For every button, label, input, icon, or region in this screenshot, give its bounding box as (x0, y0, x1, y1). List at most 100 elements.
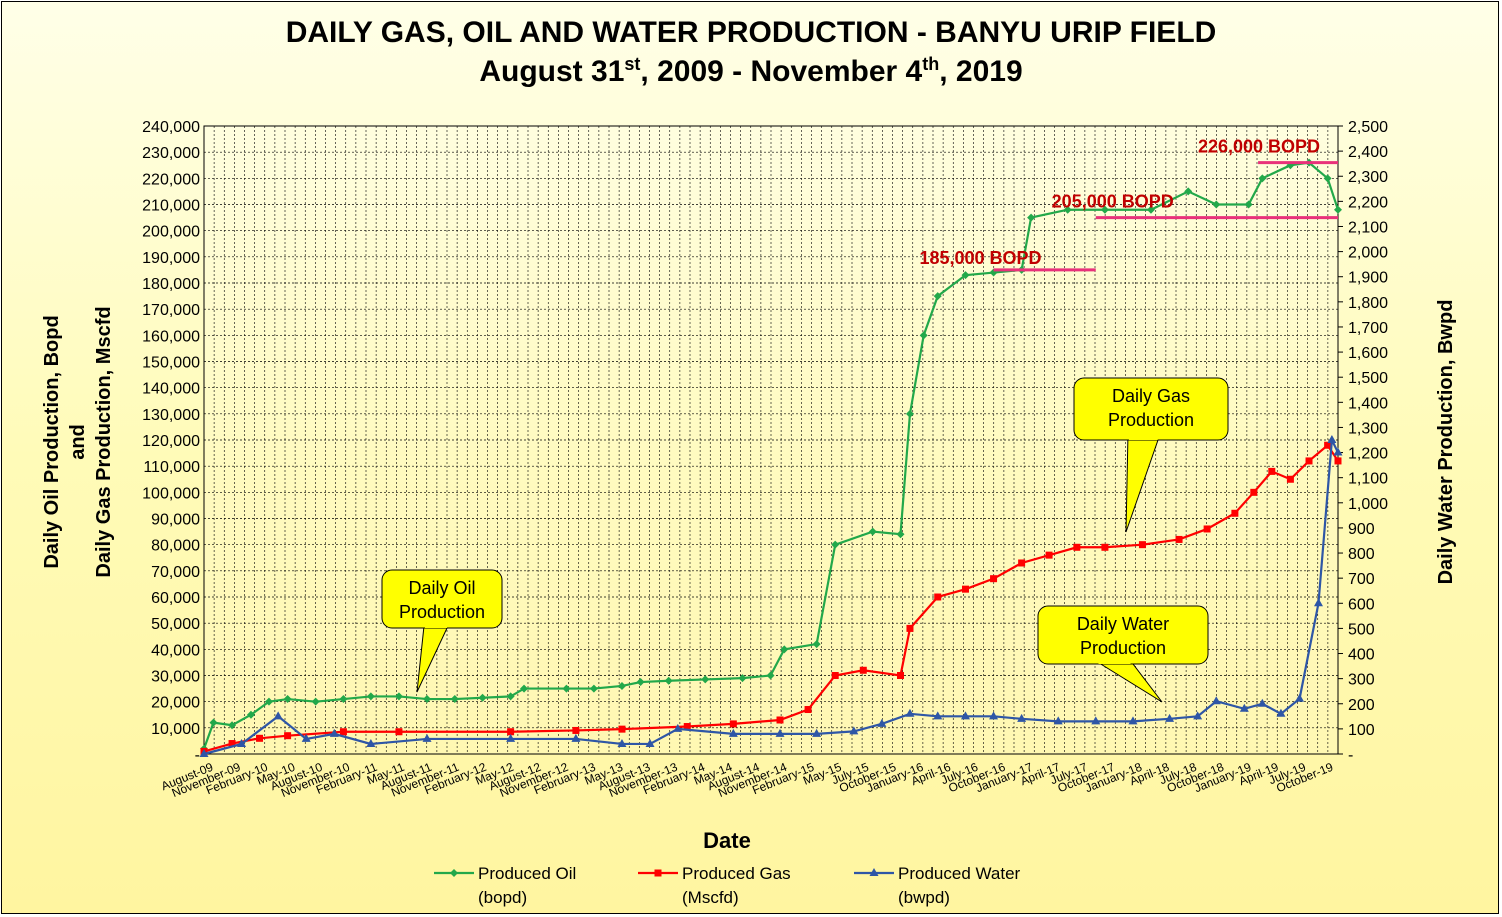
data-point (1286, 475, 1294, 483)
data-point (1138, 541, 1146, 549)
data-point (571, 733, 581, 742)
data-point (701, 675, 710, 684)
data-point (366, 692, 375, 701)
data-point (209, 718, 218, 727)
y-left-tick-label: 120,000 (142, 433, 200, 450)
callout-text: Daily Oil (408, 578, 475, 598)
data-point (228, 721, 237, 730)
legend-item-produced-water: Produced Water (bwpd) (854, 864, 1021, 907)
callout-text: Production (399, 602, 485, 622)
y-left-tick-label: 200,000 (142, 224, 200, 241)
data-point (450, 869, 458, 877)
data-point (366, 738, 376, 747)
data-point (273, 711, 283, 720)
data-point (934, 593, 942, 601)
y-right-tick-label: 1,500 (1348, 370, 1388, 387)
data-point (812, 728, 822, 737)
y-right-tick-label: 600 (1348, 596, 1375, 613)
legend-unit: (Mscfd) (682, 888, 739, 907)
data-point (1053, 716, 1063, 725)
series-produced-water (199, 435, 1343, 757)
data-point (618, 725, 626, 733)
y-left-tick-label: 110,000 (143, 459, 200, 476)
y-right-tick-label: 1,200 (1348, 446, 1388, 463)
data-point (919, 331, 928, 340)
data-point (1333, 447, 1343, 456)
data-point (933, 292, 942, 301)
data-point (1165, 713, 1175, 722)
y-right-tick-label: 1,700 (1348, 320, 1388, 337)
y-right-tick-label: 700 (1348, 571, 1375, 588)
y-right-tick-label: 1,900 (1348, 270, 1388, 287)
callout-gas: Daily Gas Production (1073, 377, 1229, 533)
data-point (506, 692, 515, 701)
y-left-axis-title-line: Daily Oil Production, Bopd (41, 315, 63, 568)
y-right-tick-label: 2,400 (1348, 144, 1388, 161)
data-point (506, 733, 516, 742)
data-point (1018, 559, 1026, 567)
series-produced-gas (200, 441, 1342, 755)
data-point (395, 728, 403, 736)
data-point (589, 684, 598, 693)
callout-text: Daily Gas (1112, 386, 1190, 406)
series-produced-oil (200, 158, 1342, 753)
y-left-tick-label: 10,000 (151, 721, 200, 738)
capacity-label: 226,000 BOPD (1198, 137, 1320, 157)
y-right-tick-label: 100 (1348, 722, 1375, 739)
data-point (780, 645, 789, 654)
callout-water: Daily Water Production (1037, 605, 1209, 703)
data-point (673, 723, 683, 732)
chart-title: DAILY GAS, OIL AND WATER PRODUCTION - BA… (285, 16, 1217, 49)
legend-unit: (bwpd) (898, 888, 950, 907)
data-point (1063, 205, 1072, 214)
data-point (831, 672, 839, 679)
data-point (989, 711, 999, 720)
y-left-tick-label: 50,000 (151, 616, 200, 633)
data-point (1017, 713, 1027, 722)
callout-text: Production (1080, 638, 1166, 658)
data-point (1295, 693, 1305, 702)
data-point (664, 676, 673, 685)
data-point (636, 678, 645, 687)
data-point (339, 695, 348, 704)
data-point (1327, 435, 1337, 443)
data-point (868, 527, 877, 536)
capacity-label: 185,000 BOPD (919, 248, 1041, 268)
data-point (776, 716, 784, 724)
y-right-tick-label: 2,100 (1348, 219, 1388, 236)
data-point (905, 409, 914, 418)
data-point (990, 575, 998, 583)
data-point (1073, 543, 1081, 551)
plot-border (203, 125, 1339, 755)
y-left-axis-title-line: Daily Gas Production, Mscfd (93, 306, 115, 577)
y-left-tick-label: 220,000 (142, 171, 200, 188)
y-right-tick-label: 1,600 (1348, 345, 1388, 362)
data-point (1128, 716, 1138, 725)
data-point (961, 585, 969, 593)
data-point (617, 681, 626, 690)
y-right-tick-label: 2,200 (1348, 194, 1388, 211)
y-left-tick-label: 20,000 (151, 695, 200, 712)
data-point (654, 869, 662, 877)
data-point (1305, 457, 1313, 465)
data-point (849, 726, 859, 735)
y-left-tick-label: 160,000 (142, 328, 200, 345)
data-point (897, 672, 905, 679)
y-right-tick-label: 1,800 (1348, 295, 1388, 312)
data-point (1091, 716, 1101, 725)
y-left-tick-label: 100,000 (142, 485, 200, 502)
data-point (1244, 200, 1253, 209)
y-right-tick-label: 2,500 (1348, 119, 1388, 136)
data-point (520, 684, 529, 693)
chart-subtitle: August 31st, 2009 - November 4th, 2019 (479, 54, 1023, 88)
data-point (906, 624, 914, 632)
y-left-tick-label: 210,000 (142, 198, 200, 215)
data-point (450, 695, 459, 704)
legend-label: Produced Water (898, 864, 1021, 883)
y-left-tick-label: 230,000 (142, 145, 200, 162)
y-right-tick-label: 1,300 (1348, 420, 1388, 437)
data-point (1100, 205, 1109, 214)
data-point (1211, 696, 1221, 705)
